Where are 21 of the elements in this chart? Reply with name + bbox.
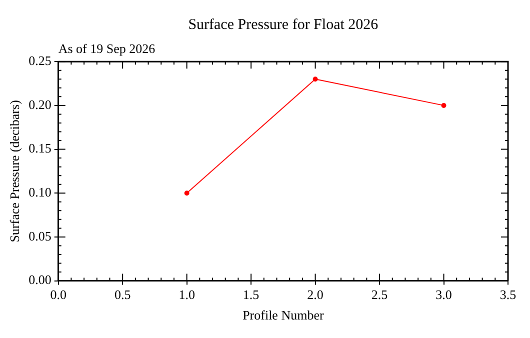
point [184,190,190,196]
x-tick-label: 3.0 [436,287,452,302]
x-tick-label: 2.5 [371,287,388,302]
x-tick-label: 1.5 [242,287,260,302]
y-tick-label: 0.25 [28,53,52,68]
y-tick-label: 0.15 [28,140,52,156]
point [441,102,446,108]
y-tick-label: 0.00 [28,272,52,288]
x-tick-label: 0.5 [114,287,131,302]
x-tick-label: 0.0 [50,287,66,302]
x-tick-label: 3.5 [500,287,516,302]
y-tick-label: 0.05 [28,228,52,244]
y-axis-title: Surface Pressure (decibars) [7,100,22,242]
x-tick-label: 2.0 [307,287,324,302]
y-tick-label: 0.10 [28,184,52,200]
x-tick-label: 1.0 [178,287,195,302]
point [312,76,318,82]
y-tick-label: 0.20 [28,96,52,112]
chart-subtitle: As of 19 Sep 2026 [58,41,156,56]
x-axis-title: Profile Number [242,308,324,323]
chart-title: Surface Pressure for Float 2026 [188,16,379,33]
